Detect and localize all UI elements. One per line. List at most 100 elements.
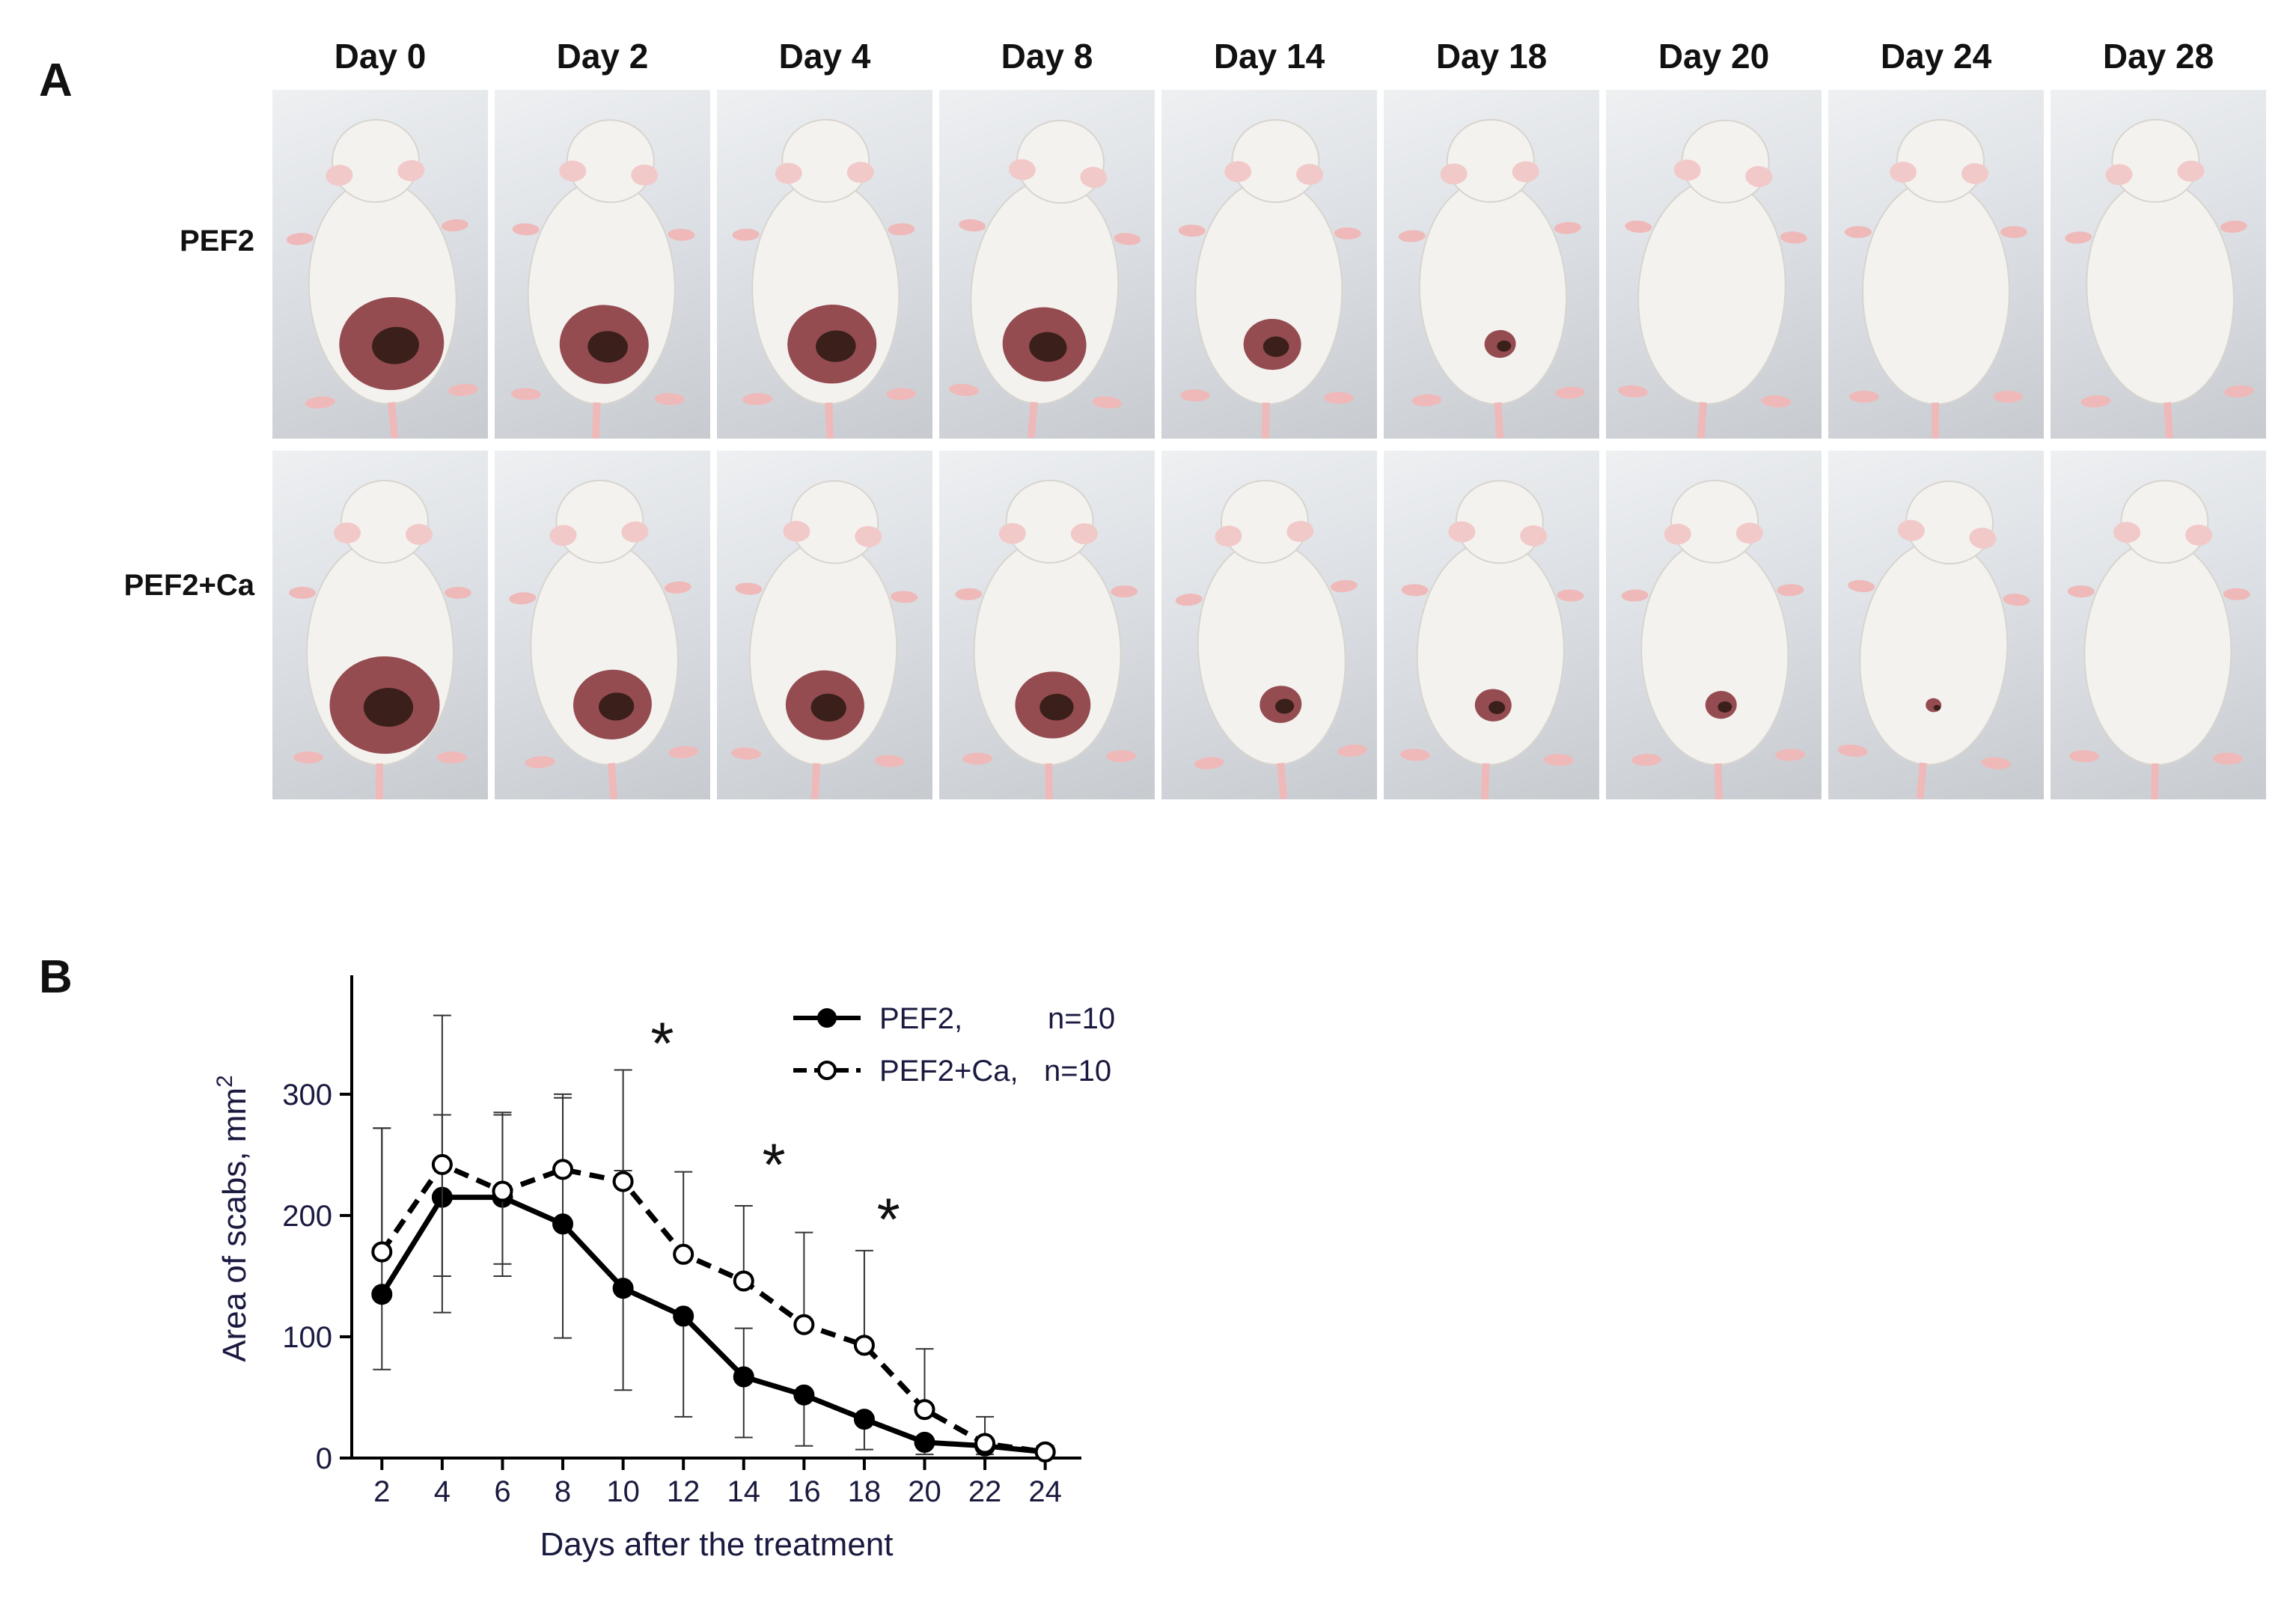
mouse-ear: [326, 165, 353, 186]
mouse-paw: [654, 393, 685, 406]
day-label: Day 24: [1880, 37, 1992, 76]
mouse-ear: [406, 524, 433, 545]
mouse-illustration: [1175, 479, 1367, 799]
mouse-photo: [1161, 451, 1377, 799]
mouse-paw: [874, 754, 905, 767]
mouse-paw: [305, 396, 335, 409]
data-point: [431, 1153, 453, 1175]
scab-spot: [363, 687, 414, 728]
day-label: Day 14: [1213, 37, 1325, 76]
mouse-paw: [1106, 750, 1137, 763]
data-point: [793, 1384, 815, 1406]
y-axis-label-superscript: 2: [213, 1075, 237, 1088]
x-tick-label: 12: [667, 1475, 700, 1508]
scab-spot: [1933, 704, 1941, 711]
mouse-illustration: [1617, 119, 1807, 439]
mouse-head: [555, 479, 644, 564]
mouse-illustration: [2067, 480, 2250, 799]
mouse-paw: [2220, 220, 2247, 233]
mouse-paw: [2003, 594, 2030, 606]
mouse-paw: [1848, 579, 1875, 593]
mouse-body: [1197, 540, 1346, 766]
mouse-head: [341, 480, 429, 564]
mouse-illustration: [289, 480, 471, 799]
mouse-paw: [2000, 226, 2027, 238]
x-tick-label: 20: [908, 1475, 941, 1508]
mouse-illustration: [509, 479, 699, 799]
mouse-head: [1005, 479, 1094, 564]
mouse-head: [2120, 480, 2209, 564]
mouse-ear: [397, 159, 425, 181]
mouse-photo: [2051, 90, 2266, 439]
mouse-photo: [272, 451, 488, 799]
mouse-paw: [512, 223, 540, 236]
mouse-paw: [510, 388, 541, 400]
mouse-photo: [939, 451, 1155, 799]
mouse-ear: [2177, 160, 2205, 182]
mouse-paw: [732, 228, 760, 241]
mouse-illustration: [1398, 118, 1586, 439]
mouse-illustration: [955, 479, 1138, 799]
mouse-paw: [1617, 385, 1648, 397]
mouse-paw: [509, 592, 537, 605]
x-tick-label: 22: [968, 1475, 1002, 1508]
row-label-pef2-ca: PEF2+Ca: [123, 569, 254, 602]
mouse-paw: [1543, 754, 1574, 766]
series-line: [379, 1195, 1046, 1455]
significance-asterisk: *: [650, 1010, 674, 1076]
significance-asterisk: *: [762, 1131, 785, 1198]
data-point: [371, 1284, 393, 1305]
mouse-ear: [1070, 523, 1098, 545]
panel-a-letter: A: [39, 55, 73, 106]
mouse-paw: [1399, 748, 1430, 761]
mouse-paw: [2067, 585, 2095, 598]
mouse-ear: [2113, 522, 2141, 543]
mouse-body: [1416, 540, 1565, 766]
mouse-head: [1455, 480, 1544, 564]
legend-entry-pef2: PEF2,: [879, 1002, 962, 1035]
mouse-ear: [1512, 161, 1539, 183]
mouse-paw: [286, 233, 314, 246]
mouse-tail: [1027, 401, 1038, 439]
mouse-paw: [2080, 395, 2111, 408]
data-point: [914, 1431, 935, 1453]
mouse-paw: [891, 591, 918, 603]
panel-b-letter: B: [39, 951, 73, 1003]
mouse-paw: [441, 219, 468, 232]
mouse-paw: [1330, 579, 1358, 593]
significance-asterisk: *: [877, 1186, 900, 1252]
y-tick-label: 300: [282, 1079, 332, 1111]
mouse-photo: [939, 90, 1155, 439]
mouse-paw: [1114, 233, 1141, 246]
mouse-photo: [717, 451, 932, 799]
y-axis-label-text: Area of scabs, mm: [216, 1088, 253, 1362]
mouse-photo: [717, 90, 932, 439]
row-label-pef2: PEF2: [179, 225, 254, 257]
mouse-paw: [1111, 585, 1138, 598]
mouse-illustration: [949, 120, 1141, 439]
data-point: [974, 1433, 996, 1454]
mouse-ear: [1745, 165, 1773, 187]
mouse-paw: [2224, 385, 2255, 397]
x-tick-label: 18: [848, 1475, 882, 1508]
mouse-illustration: [286, 118, 478, 439]
y-tick-label: 200: [282, 1200, 332, 1233]
mouse-ear: [2185, 524, 2213, 546]
mouse-paw: [1981, 757, 2012, 769]
chart-legend: PEF2, n=10 PEF2+Ca, n=10: [793, 1002, 1115, 1088]
mouse-body: [1418, 179, 1568, 405]
mouse-paw: [2223, 588, 2250, 600]
mouse-illustration: [1178, 119, 1361, 439]
mouse-paw: [437, 751, 467, 763]
mouse-paw: [1777, 584, 1804, 597]
mouse-paw: [735, 582, 763, 595]
mouse-ear: [1080, 166, 1108, 189]
scab-spot: [1489, 701, 1506, 715]
day-label: Day 18: [1435, 37, 1548, 76]
mouse-paw: [289, 587, 316, 599]
mouse-paw: [1398, 230, 1426, 243]
mouse-head: [1446, 118, 1535, 203]
scab-spot: [1039, 693, 1074, 721]
mouse-paw: [1334, 227, 1361, 240]
mouse-ear: [775, 162, 802, 184]
